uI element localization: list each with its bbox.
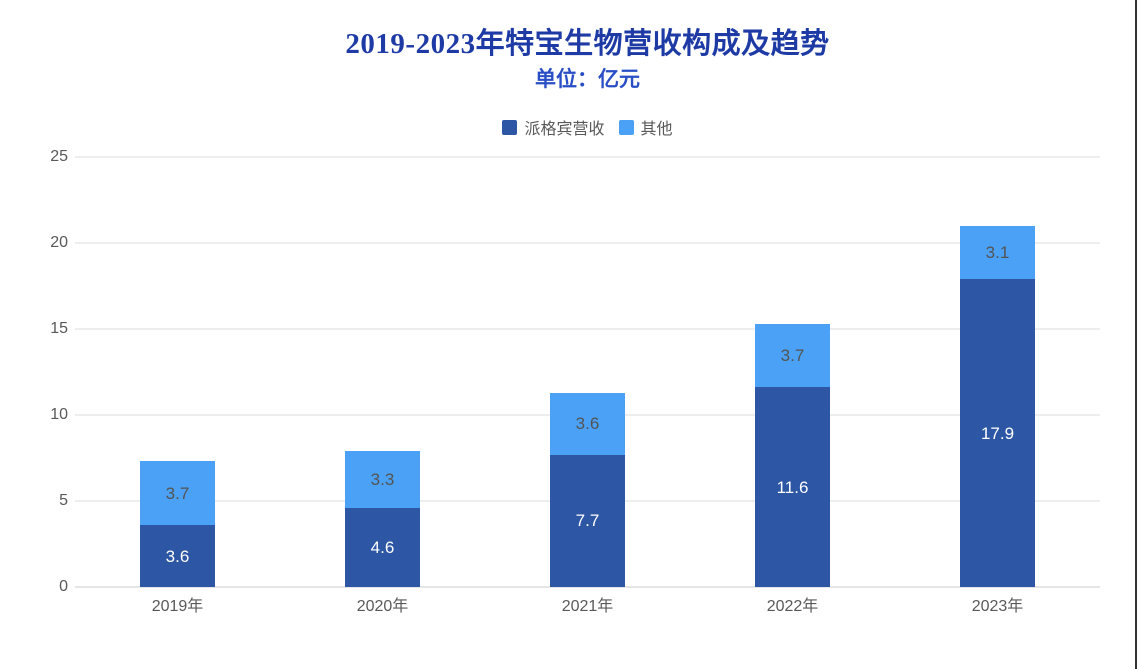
bar-value-label: 4.6 (370, 537, 395, 557)
bar-stack: 4.6 3.3 (345, 451, 420, 587)
bar-value-label: 3.7 (780, 346, 805, 366)
x-axis: 2019年 2020年 2021年 2022年 2023年 (75, 596, 1100, 620)
bar-stack: 7.7 3.6 (550, 392, 625, 587)
y-axis-tick-label: 0 (59, 578, 68, 595)
legend-swatch (502, 119, 518, 135)
bar-value-label: 3.6 (575, 414, 600, 434)
legend-item: 派格宾营收 (502, 115, 605, 139)
x-axis-tick-label: 2022年 (766, 598, 819, 615)
y-axis-tick-label: 25 (50, 148, 68, 165)
x-axis-tick-label: 2019年 (151, 598, 204, 615)
bar-segment: 17.9 (960, 279, 1035, 587)
y-axis-tick-label: 20 (50, 234, 68, 251)
right-border-line (1135, 0, 1137, 669)
chart-subtitle: 单位：亿元 (535, 67, 640, 91)
chart-legend: 派格宾营收 其他 (75, 115, 1100, 139)
gridline (75, 328, 1100, 330)
chart-title: 2019-2023年特宝生物营收构成及趋势 (345, 28, 830, 60)
bar-segment: 4.6 (345, 507, 420, 587)
bar-value-label: 17.9 (980, 423, 1015, 443)
bar-value-label: 3.6 (165, 546, 190, 566)
plot-area: 3.6 3.7 4.6 3.3 7.7 3.6 11.6 3.7 17.9 3.1 (75, 156, 1100, 588)
bar-value-label: 3.1 (985, 242, 1010, 262)
legend-label: 派格宾营收 (524, 121, 605, 138)
bar-segment: 7.7 (550, 454, 625, 587)
legend-item: 其他 (618, 115, 673, 139)
bar-stack: 11.6 3.7 (755, 323, 830, 587)
x-axis-baseline (75, 586, 1100, 588)
y-axis-tick-label: 15 (50, 320, 68, 337)
bar-segment: 3.6 (140, 525, 215, 587)
legend-label: 其他 (640, 121, 673, 138)
bar-segment: 11.6 (755, 387, 830, 587)
bar-stack: 3.6 3.7 (140, 461, 215, 587)
y-axis: 0 5 10 15 20 25 (0, 148, 68, 595)
bar-segment: 3.7 (140, 461, 215, 526)
y-axis-tick-label: 5 (59, 492, 68, 509)
bar-segment: 3.1 (960, 225, 1035, 280)
gridline (75, 156, 1100, 158)
y-axis-tick-label: 10 (50, 406, 68, 423)
gridline (75, 242, 1100, 244)
bar-value-label: 7.7 (575, 511, 600, 531)
bar-value-label: 3.7 (165, 483, 190, 503)
x-axis-tick-label: 2023年 (971, 598, 1024, 615)
bar-segment: 3.6 (550, 392, 625, 455)
legend-swatch (618, 119, 634, 135)
bar-segment: 3.7 (755, 323, 830, 388)
bar-stack: 17.9 3.1 (960, 225, 1035, 587)
bar-value-label: 11.6 (776, 477, 809, 497)
bar-segment: 3.3 (345, 451, 420, 508)
chart-header: 2019-2023年特宝生物营收构成及趋势 单位：亿元 (75, 26, 1100, 92)
x-axis-tick-label: 2020年 (356, 598, 409, 615)
bar-value-label: 3.3 (370, 470, 395, 490)
x-axis-tick-label: 2021年 (561, 598, 614, 615)
